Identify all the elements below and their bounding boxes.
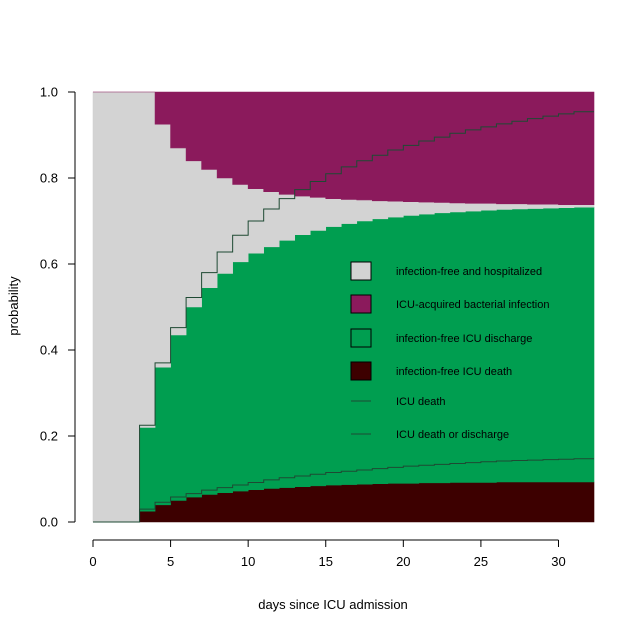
legend-label-icu-death: infection-free ICU death [396,366,512,378]
y-tick-label: 0.6 [40,257,58,272]
area-bacterial-infection [93,91,595,205]
y-tick-label: 0.0 [40,515,58,530]
y-axis-title: probability [6,276,21,336]
legend-swatch-icu-death [350,361,372,381]
y-tick-label: 0.2 [40,429,58,444]
legend-label-icu-death-line: ICU death [396,396,446,408]
y-tick-label: 0.8 [40,171,58,186]
x-tick-label: 25 [474,554,488,569]
x-tick-label: 10 [241,554,255,569]
y-tick-label: 0.4 [40,343,58,358]
line-icu-death [93,458,594,523]
x-tick-label: 20 [396,554,410,569]
legend-swatch-bacterial-infection [350,294,372,314]
legend-label-bacterial-infection: ICU-acquired bacterial infection [396,299,549,311]
legend: infection-free and hospitalized ICU-acqu… [350,261,549,441]
x-axis-title: days since ICU admission [258,597,408,612]
stacked-areas [92,91,595,523]
legend-label-icu-discharge: infection-free ICU discharge [396,333,532,345]
axes: 0 5 10 15 20 25 30 0.0 0.2 0.4 0.6 0.8 1.0 [40,85,566,570]
x-tick-label: 15 [319,554,333,569]
legend-swatch-icu-discharge [350,328,372,348]
x-tick-label: 5 [167,554,174,569]
step-lines [93,111,594,523]
legend-label-death-or-discharge: ICU death or discharge [396,429,509,441]
y-tick-label: 1.0 [40,85,58,100]
x-tick-label: 0 [89,554,96,569]
line-icu-death-or-discharge [93,111,594,523]
x-tick-label: 30 [551,554,565,569]
legend-swatch-hospitalized [350,261,372,281]
legend-label-hospitalized: infection-free and hospitalized [396,266,542,278]
